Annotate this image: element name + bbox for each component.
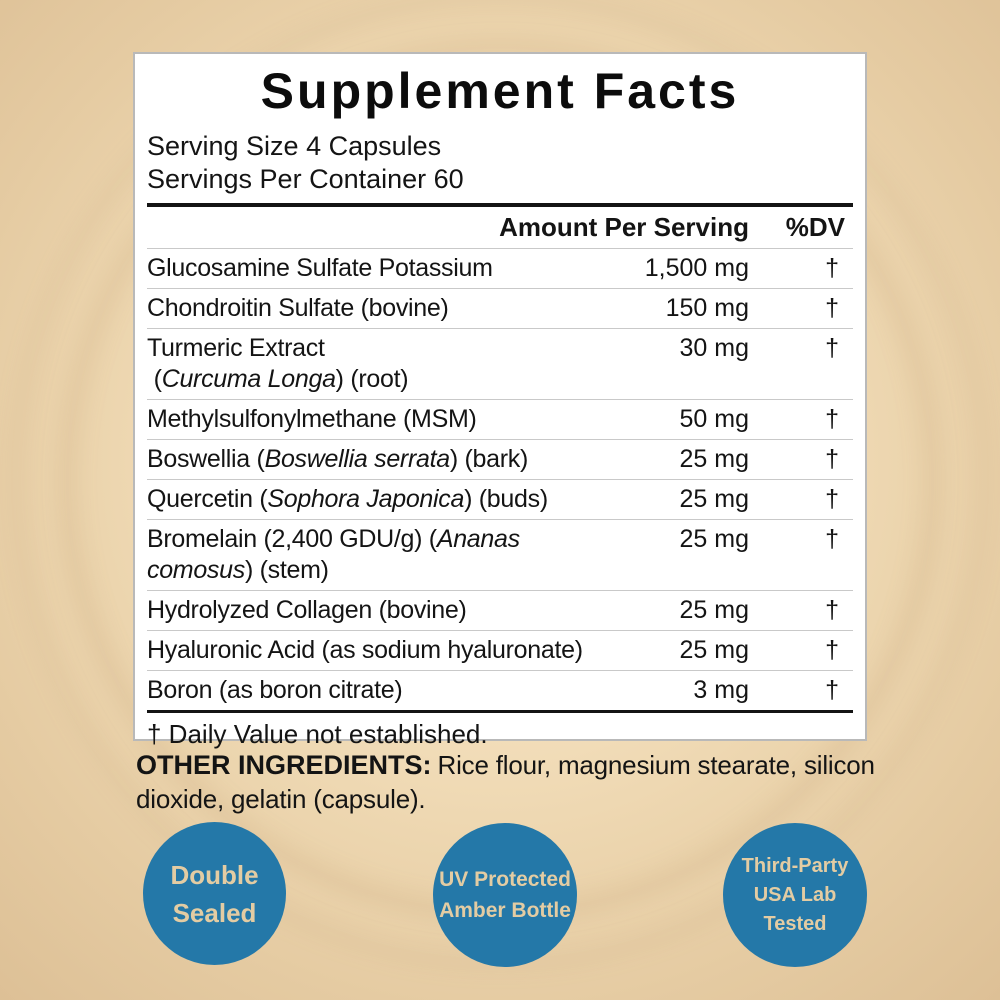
- table-header-row: Amount Per Serving %DV: [147, 207, 853, 248]
- ingredient-amount: 30 mg: [679, 334, 749, 362]
- ingredient-name: Methylsulfonylmethane (MSM): [147, 405, 477, 433]
- badge-line: Third-Party: [741, 854, 849, 877]
- badge-line: Tested: [763, 912, 827, 935]
- daily-value-footnote: † Daily Value not established.: [147, 719, 488, 749]
- ingredient-amount: 1,500 mg: [644, 254, 749, 282]
- ingredient-table: Glucosamine Sulfate Potassium 1,500 mg † Ch…: [147, 248, 853, 710]
- ingredient-amount: 25 mg: [679, 485, 749, 513]
- ingredient-row: Glucosamine Sulfate Potassium 1,500 mg †: [147, 248, 853, 288]
- ingredient-name: Turmeric Extract (Curcuma Longa) (root): [147, 334, 409, 393]
- badge-line: Double: [170, 859, 259, 890]
- ingredient-dv: †: [825, 525, 839, 553]
- ingredient-amount: 25 mg: [679, 445, 749, 473]
- badge-uv-protected-amber-bottle: UV Protected Amber Bottle: [433, 823, 577, 967]
- serving-size: Serving Size 4 Capsules: [147, 131, 442, 161]
- ingredient-row: Hydrolyzed Collagen (bovine) 25 mg †: [147, 590, 853, 630]
- ingredient-name: Glucosamine Sulfate Potassium: [147, 254, 493, 282]
- ingredient-row: Quercetin (Sophora Japonica) (buds) 25 mg…: [147, 479, 853, 519]
- ingredient-name: Hydrolyzed Collagen (bovine): [147, 596, 467, 624]
- ingredient-amount: 50 mg: [679, 405, 749, 433]
- ingredient-row: Hyaluronic Acid (as sodium hyaluronate) 2…: [147, 630, 853, 670]
- ingredient-amount: 25 mg: [679, 525, 749, 553]
- ingredient-dv: †: [825, 294, 839, 322]
- ingredient-dv: †: [825, 445, 839, 473]
- ingredient-name: Boron (as boron citrate): [147, 676, 403, 704]
- badge-line: UV Protected: [439, 868, 571, 891]
- ingredient-row: Methylsulfonylmethane (MSM) 50 mg †: [147, 399, 853, 439]
- header-percent-dv: %DV: [785, 212, 845, 242]
- ingredient-amount: 3 mg: [693, 676, 749, 704]
- divider-thick-top: [147, 203, 853, 207]
- ingredient-row: Chondroitin Sulfate (bovine) 150 mg †: [147, 288, 853, 328]
- ingredient-name: Boswellia (Boswellia serrata) (bark): [147, 445, 528, 473]
- ingredient-row: Bromelain (2,400 GDU/g) (Ananas comosus)…: [147, 519, 853, 590]
- ingredient-dv: †: [825, 254, 839, 282]
- servings-per-container: Servings Per Container 60: [147, 164, 464, 194]
- ingredient-amount: 25 mg: [679, 596, 749, 624]
- panel-title: Supplement Facts: [260, 63, 740, 119]
- other-ingredients-text: Rice flour, magnesium stearate, silicon …: [136, 750, 875, 814]
- ingredient-amount: 25 mg: [679, 636, 749, 664]
- ingredient-dv: †: [825, 596, 839, 624]
- badge-line: USA Lab: [753, 883, 837, 906]
- ingredient-dv: †: [825, 334, 839, 362]
- ingredient-dv: †: [825, 485, 839, 513]
- ingredient-name: Quercetin (Sophora Japonica) (buds): [147, 485, 548, 513]
- badge-line: Amber Bottle: [439, 899, 571, 922]
- ingredient-name: Hyaluronic Acid (as sodium hyaluronate): [147, 636, 583, 664]
- divider-thick-bottom: [147, 710, 853, 713]
- ingredient-row: Boswellia (Boswellia serrata) (bark) 25 m…: [147, 439, 853, 479]
- badge-double-sealed: Double Sealed: [143, 822, 286, 965]
- badge-line: Sealed: [172, 897, 257, 928]
- other-ingredients: OTHER INGREDIENTS: Rice flour, magnesium …: [136, 748, 876, 816]
- header-amount-per-serving: Amount Per Serving: [499, 212, 749, 242]
- ingredient-row: Boron (as boron citrate) 3 mg †: [147, 670, 853, 710]
- supplement-facts-panel: Supplement Facts Serving Size 4 Capsules…: [133, 52, 867, 749]
- ingredient-dv: †: [825, 676, 839, 704]
- badge-third-party-usa-lab-tested: Third-Party USA Lab Tested: [723, 823, 867, 967]
- other-ingredients-label: OTHER INGREDIENTS:: [136, 750, 432, 780]
- ingredient-row: Turmeric Extract (Curcuma Longa) (root) 3…: [147, 328, 853, 399]
- ingredient-dv: †: [825, 636, 839, 664]
- ingredient-name: Bromelain (2,400 GDU/g) (Ananas comosus)…: [147, 525, 520, 584]
- ingredient-dv: †: [825, 405, 839, 433]
- ingredient-amount: 150 mg: [665, 294, 749, 322]
- ingredient-name: Chondroitin Sulfate (bovine): [147, 294, 449, 322]
